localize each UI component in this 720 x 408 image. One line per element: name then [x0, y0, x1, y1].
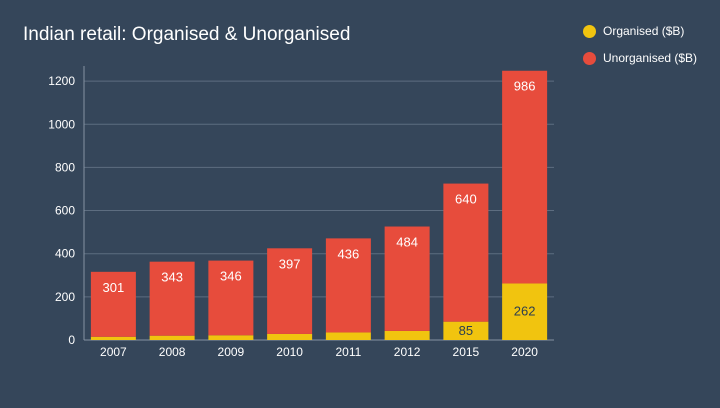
- y-tick-label: 600: [55, 204, 75, 218]
- y-tick-label: 200: [55, 290, 75, 304]
- bar-organised-2020[interactable]: [502, 283, 548, 340]
- y-tick-label: 0: [68, 333, 75, 347]
- bar-organised-2011[interactable]: [325, 332, 371, 340]
- bar-organised-2012[interactable]: [384, 330, 430, 340]
- bar-organised-2010[interactable]: [267, 333, 313, 340]
- legend: Organised ($B) Unorganised ($B): [583, 22, 697, 76]
- bar-unorganised-2012[interactable]: [384, 226, 430, 331]
- x-tick-label: 2010: [276, 345, 303, 359]
- y-tick-label: 1000: [48, 117, 75, 131]
- x-tick-label: 2011: [335, 345, 361, 359]
- bar-organised-2007[interactable]: [90, 336, 136, 340]
- data-label-organised-2015: 85: [459, 323, 473, 338]
- bar-unorganised-2010[interactable]: [267, 248, 313, 334]
- x-tick-label: 2012: [394, 345, 421, 359]
- legend-label-organised: Organised ($B): [603, 24, 685, 38]
- legend-swatch-unorganised: [583, 51, 596, 65]
- data-label-unorganised-2008: 343: [161, 270, 183, 285]
- legend-swatch-organised: [583, 24, 596, 38]
- x-tick-label: 2007: [100, 345, 127, 359]
- bar-organised-2015[interactable]: [443, 321, 489, 340]
- data-label-unorganised-2020: 986: [514, 79, 536, 94]
- data-label-unorganised-2012: 484: [396, 235, 418, 250]
- x-tick-label: 2009: [218, 345, 245, 359]
- data-label-organised-2020: 262: [514, 304, 536, 319]
- y-tick-label: 400: [55, 247, 75, 261]
- data-label-unorganised-2010: 397: [279, 256, 301, 271]
- data-label-unorganised-2009: 346: [220, 269, 242, 284]
- bar-organised-2008[interactable]: [149, 335, 195, 340]
- data-label-unorganised-2011: 436: [338, 246, 360, 261]
- data-label-unorganised-2015: 640: [455, 192, 477, 207]
- bar-unorganised-2008[interactable]: [149, 261, 195, 336]
- bar-unorganised-2007[interactable]: [90, 271, 136, 337]
- legend-item-organised[interactable]: Organised ($B): [583, 22, 697, 40]
- x-tick-label: 2015: [453, 345, 480, 359]
- bar-organised-2009[interactable]: [208, 335, 254, 340]
- legend-label-unorganised: Unorganised ($B): [603, 51, 698, 65]
- bar-unorganised-2020[interactable]: [502, 70, 548, 284]
- bar-unorganised-2011[interactable]: [325, 238, 371, 333]
- bar-unorganised-2015[interactable]: [443, 183, 489, 322]
- bar-unorganised-2009[interactable]: [208, 260, 254, 336]
- chart-title: Indian retail: Organised & Unorganised: [23, 24, 351, 45]
- y-tick-label: 800: [55, 160, 75, 174]
- y-tick-label: 1200: [48, 74, 75, 88]
- data-label-unorganised-2007: 301: [103, 280, 125, 295]
- x-tick-label: 2020: [511, 345, 538, 359]
- legend-item-unorganised[interactable]: Unorganised ($B): [583, 49, 697, 67]
- x-tick-label: 2008: [159, 345, 186, 359]
